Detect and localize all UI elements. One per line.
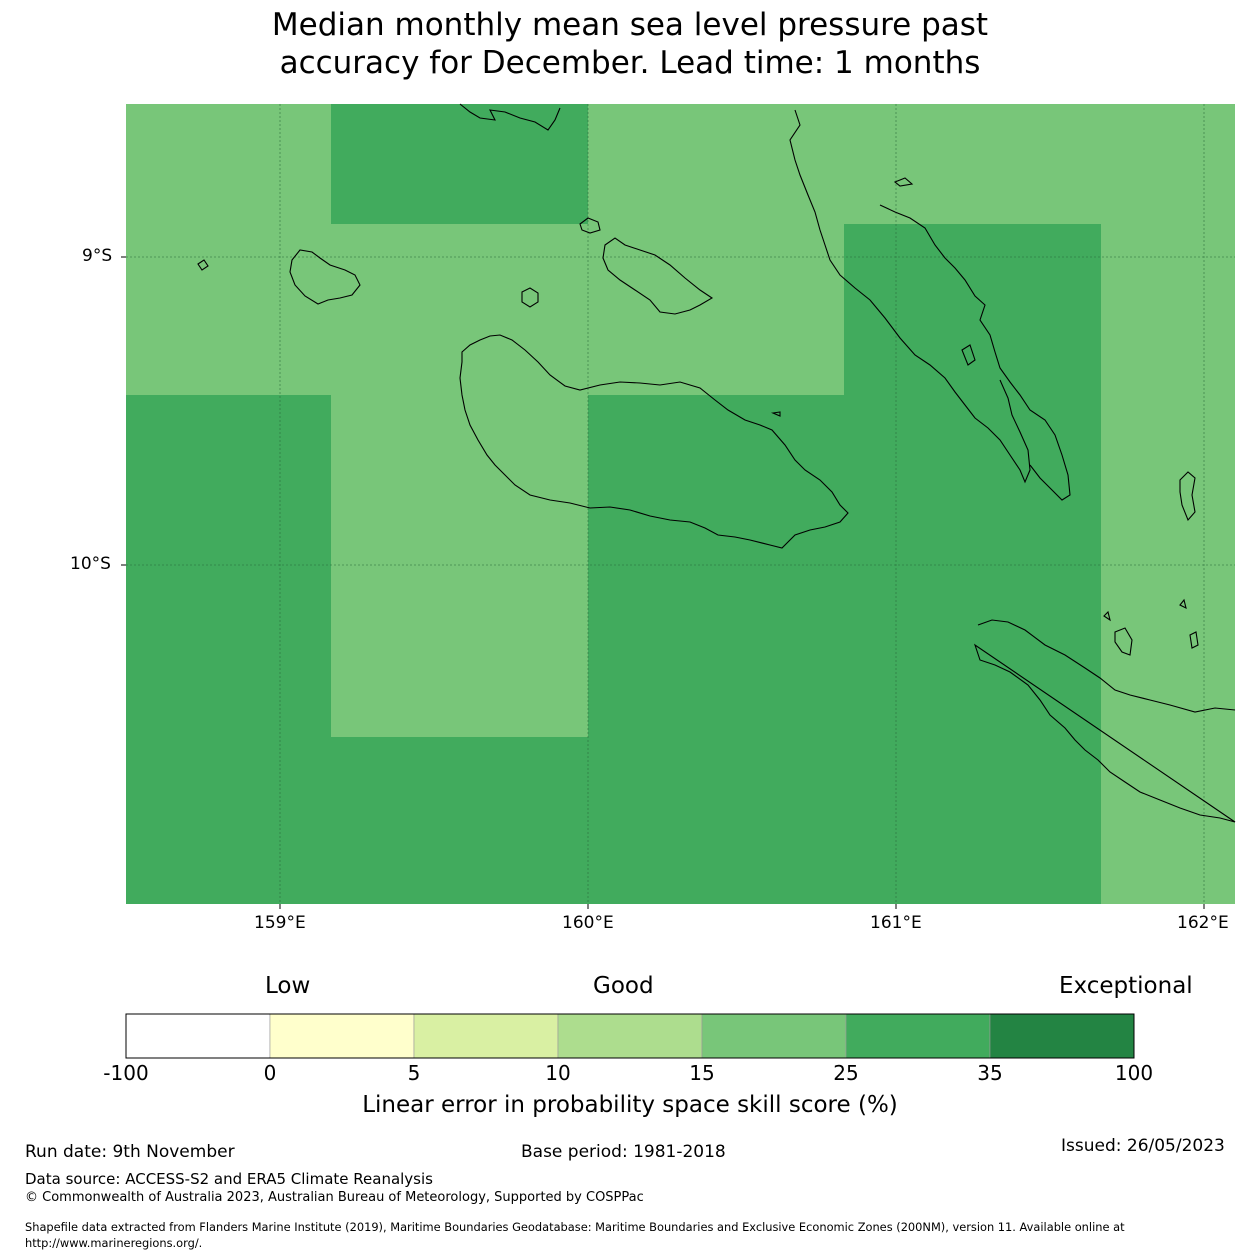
shapefile-credit: Shapefile data extracted from Flanders M…	[25, 1220, 1125, 1234]
base-period: Base period: 1981-2018	[521, 1142, 726, 1162]
colorbar-bin	[269, 1013, 415, 1059]
lon-label-160e: 160°E	[562, 913, 614, 933]
title-line-2: accuracy for December. Lead time: 1 mont…	[279, 45, 981, 81]
coastlines	[197, 103, 1236, 823]
chart-title: Median monthly mean sea level pressure p…	[0, 6, 1260, 82]
lat-label-10s: 10°S	[70, 554, 111, 574]
coastline-florida-north	[579, 217, 601, 234]
colorbar-bin	[125, 1013, 271, 1059]
grid-cell	[588, 395, 844, 904]
colorbar-bin	[845, 1013, 991, 1059]
grid-cell	[331, 737, 588, 904]
coastline-ngella	[602, 237, 714, 315]
coastline-ulawa-left	[1179, 471, 1196, 522]
colorbar-bin	[557, 1013, 703, 1059]
coastline-makira	[973, 619, 1236, 823]
issued-date: Issued: 26/05/2023	[1061, 1136, 1225, 1156]
colorbar-tick-label: 10	[545, 1061, 571, 1085]
legend-low-label: Low	[265, 973, 311, 999]
copyright: © Commonwealth of Australia 2023, Austra…	[25, 1190, 644, 1205]
colorbar-tick-label: 0	[263, 1061, 277, 1085]
colorbar-tick-label: 25	[833, 1061, 859, 1085]
colorbar	[125, 1013, 1135, 1059]
colorbar-bin	[989, 1013, 1135, 1059]
colorbar-tick-label: 100	[1114, 1061, 1154, 1085]
grid-cell	[844, 224, 1101, 904]
legend-exceptional-label: Exceptional	[1059, 973, 1193, 999]
colorbar-bin	[413, 1013, 559, 1059]
lon-label-159e: 159°E	[254, 913, 306, 933]
colorbar-tick-label: -100	[103, 1061, 149, 1085]
lon-label-162e: 162°E	[1177, 913, 1229, 933]
colorbar-tick-label: 15	[689, 1061, 715, 1085]
title-line-1: Median monthly mean sea level pressure p…	[271, 7, 989, 43]
coastline-top-islets	[459, 103, 561, 131]
coastline-islet-east-3	[1189, 631, 1199, 649]
legend-title: Linear error in probability space skill …	[362, 1092, 898, 1118]
coastline-islet-mid	[770, 411, 781, 417]
coastline-malaita-east	[879, 204, 1071, 501]
coastline-malaita	[789, 109, 1031, 484]
coastline-savo	[521, 287, 539, 308]
coastline-islet-east	[1179, 598, 1187, 610]
colorbar-tick-label: 5	[407, 1061, 421, 1085]
shapefile-url: http://www.marineregions.org/.	[25, 1236, 203, 1250]
coastline-islet-east-2	[1103, 610, 1111, 622]
colorbar-tick-label: 35	[977, 1061, 1003, 1085]
lat-label-9s: 9°S	[82, 246, 113, 266]
graticule	[126, 104, 1235, 904]
coastline-small-islet	[197, 259, 209, 271]
colorbar-bin	[701, 1013, 847, 1059]
skill-grid	[126, 104, 1235, 904]
map-panel	[121, 103, 1236, 909]
coastline-ugi	[1114, 627, 1133, 656]
data-source: Data source: ACCESS-S2 and ERA5 Climate …	[25, 1170, 433, 1188]
grid-cell	[126, 395, 331, 904]
grid-cell	[331, 104, 588, 224]
coastline-russell	[289, 249, 361, 305]
run-date: Run date: 9th November	[25, 1142, 235, 1162]
legend-good-label: Good	[593, 973, 654, 999]
coastline-islet-mid-2	[961, 344, 976, 366]
lon-label-161e: 161°E	[870, 913, 922, 933]
coastline-guadalcanal	[459, 334, 849, 549]
coastline-islet-n	[893, 177, 914, 187]
